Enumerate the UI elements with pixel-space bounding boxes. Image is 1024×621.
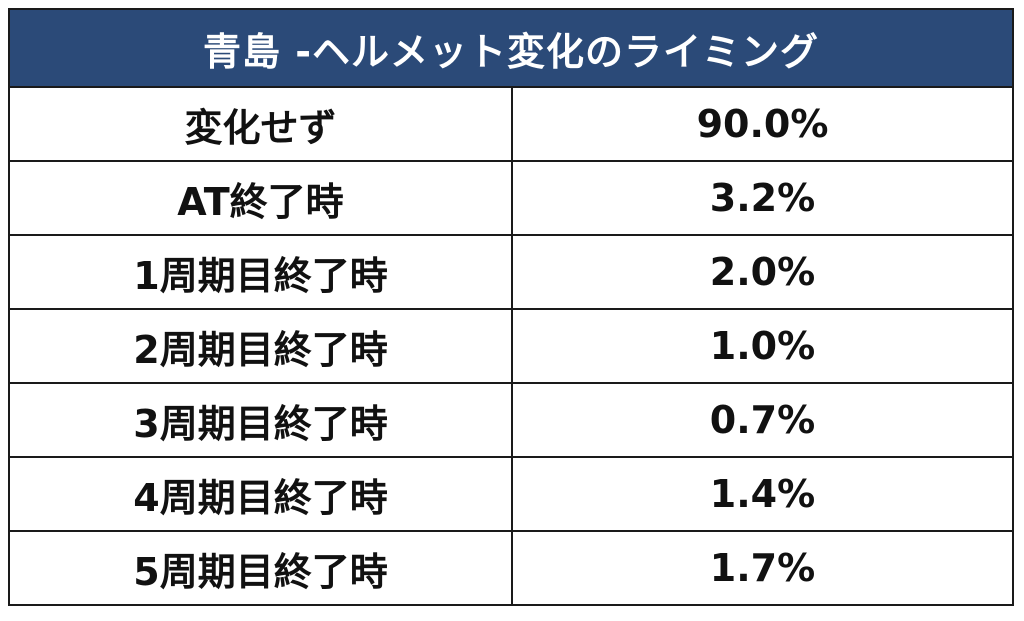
row-label: 4周期目終了時 xyxy=(10,458,513,530)
table-row: 2周期目終了時 1.0% xyxy=(10,310,1012,384)
table-row: 変化せず 90.0% xyxy=(10,88,1012,162)
row-label: 3周期目終了時 xyxy=(10,384,513,456)
row-value: 2.0% xyxy=(709,250,816,294)
row-label: AT終了時 xyxy=(10,162,513,234)
table-row: 1周期目終了時 2.0% xyxy=(10,236,1012,310)
row-label: 1周期目終了時 xyxy=(10,236,513,308)
table-body: 変化せず 90.0% AT終了時 3.2% 1周期目終了時 2.0% 2周期目終… xyxy=(10,88,1012,604)
row-value: 3.2% xyxy=(709,176,816,220)
table-row: AT終了時 3.2% xyxy=(10,162,1012,236)
row-value: 1.4% xyxy=(709,472,816,516)
row-label: 5周期目終了時 xyxy=(10,532,513,604)
table-row: 3周期目終了時 0.7% xyxy=(10,384,1012,458)
row-value: 1.7% xyxy=(709,546,816,590)
row-label: 2周期目終了時 xyxy=(10,310,513,382)
row-value: 90.0% xyxy=(696,102,829,146)
table-row: 5周期目終了時 1.7% xyxy=(10,532,1012,604)
probability-table: 青島 -ヘルメット変化のライミング 変化せず 90.0% AT終了時 3.2% … xyxy=(8,8,1014,606)
row-label: 変化せず xyxy=(10,88,513,160)
table-row: 4周期目終了時 1.4% xyxy=(10,458,1012,532)
row-value: 1.0% xyxy=(709,324,816,368)
row-value: 0.7% xyxy=(709,398,816,442)
table-title: 青島 -ヘルメット変化のライミング xyxy=(10,10,1012,88)
